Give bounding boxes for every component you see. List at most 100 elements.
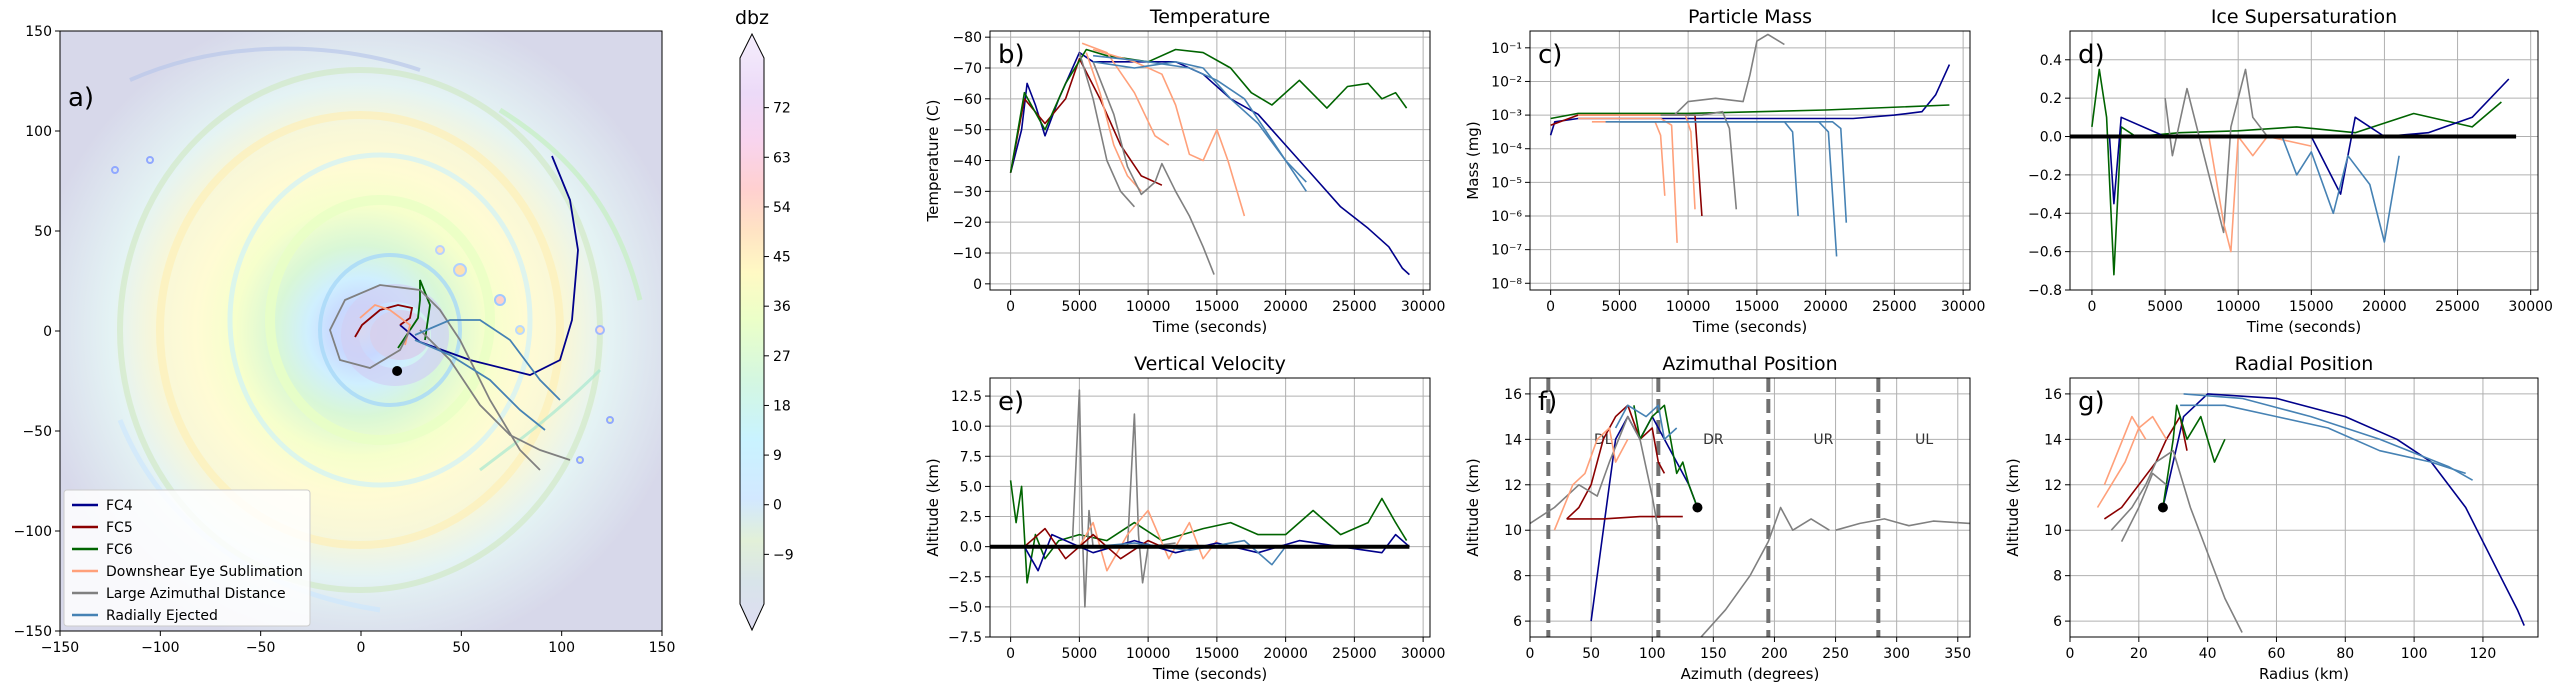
panel-b: 0 5000 10000 15000 20000 25000 30000 −80 −70 −60 −… [924, 6, 1445, 336]
y-tick-label: 10⁻⁵ [1491, 175, 1522, 191]
x-tick-label: 5000 [1062, 646, 1098, 662]
panel-title: Particle Mass [1688, 6, 1812, 28]
y-tick-label: −0.8 [2028, 283, 2062, 299]
series-line [1633, 404, 1699, 508]
y-tick-label: 6 [1513, 614, 1522, 630]
y-tick-label: −0.4 [2028, 206, 2062, 222]
x-tick-label: 20000 [2362, 299, 2407, 315]
x-tick-label: 350 [1944, 646, 1971, 662]
x-tick-label: 5000 [2147, 299, 2183, 315]
x-tick-label: 25000 [1872, 299, 1917, 315]
reflectivity-texture [111, 46, 643, 613]
start-marker [2157, 502, 2168, 513]
start-marker [392, 366, 403, 376]
colorbar-tick-label: 45 [773, 250, 791, 266]
series-line [1619, 121, 1848, 223]
series-line [1023, 527, 1163, 560]
x-tick-label: 10000 [2216, 299, 2261, 315]
y-tick-label: −0.2 [2028, 168, 2062, 184]
x-axis-label: Time (seconds) [1152, 318, 1268, 336]
y-tick-label: 8 [2053, 569, 2062, 585]
x-tick-label: 15000 [1195, 646, 1240, 662]
region-label-dr: DR [1703, 432, 1724, 448]
y-tick-label: −80 [952, 30, 982, 46]
y-axis-label: Temperature (C) [924, 100, 942, 223]
y-tick-label: 10 [2044, 523, 2062, 539]
series-line [1566, 404, 1666, 520]
legend-fc5: FC5 [106, 520, 133, 536]
series-group [1530, 404, 1970, 637]
series-line [1578, 114, 1696, 210]
x-tick-label: 60 [2268, 646, 2286, 662]
panel-title: Ice Supersaturation [2211, 6, 2397, 28]
series-line [1009, 57, 1163, 186]
y-tick-label: 16 [1504, 387, 1522, 403]
x-tick-label: 150 [1700, 646, 1727, 662]
panel-label-c: c) [1538, 40, 1562, 70]
x-tick-label: 200 [1761, 646, 1788, 662]
track-fc4 [399, 155, 579, 376]
y-tick-label: 10⁻³ [1491, 108, 1522, 124]
x-tick-label: 5000 [1062, 299, 1098, 315]
series-line [1835, 518, 1970, 531]
y-axis-label: Mass (mg) [1464, 121, 1482, 199]
series-line [1078, 52, 1135, 208]
series-line [2110, 449, 2243, 633]
panel-c: 0 5000 10000 15000 20000 25000 30000 10⁻⁸ 10⁻⁷ 10… [1464, 6, 1985, 336]
y-tick-label: 10⁻² [1491, 74, 1522, 90]
panel-title: Azimuthal Position [1662, 353, 1837, 375]
panel-label-f: f) [1538, 387, 1557, 417]
x-tick-label: 10000 [1666, 299, 1711, 315]
series-line [2281, 136, 2400, 243]
series-line [1566, 515, 1683, 520]
y-tick-label: 50 [34, 224, 52, 240]
y-tick-label: −70 [952, 61, 982, 77]
colorbar-label: dbz [735, 7, 769, 29]
y-tick-label: 10⁻⁸ [1491, 276, 1522, 292]
legend-fc6: FC6 [106, 542, 133, 558]
y-tick-label: 6 [2053, 614, 2062, 630]
y-tick-label: −60 [952, 92, 982, 108]
y-tick-label: 16 [2044, 387, 2062, 403]
panel-title: Vertical Velocity [1134, 353, 1286, 375]
series-line [1081, 42, 1170, 146]
series-group [1549, 33, 1951, 257]
y-tick-label: 100 [25, 124, 52, 140]
x-tick-label: 0 [1006, 646, 1015, 662]
panel-title: Temperature [1149, 6, 1270, 28]
series-line [1614, 404, 1678, 441]
legend-large-azimuthal: Large Azimuthal Distance [106, 586, 286, 602]
track-fc5 [354, 304, 414, 338]
x-tick-label: 0 [357, 640, 366, 656]
plot-area [1530, 31, 1970, 290]
panel-label-g: g) [2078, 387, 2105, 417]
colorbar-tick-label: −9 [773, 547, 794, 563]
y-tick-label: −5.0 [948, 600, 982, 616]
x-tick-label: 0 [1546, 299, 1555, 315]
plot-area [2070, 31, 2538, 290]
legend-radially-ejected: Radially Ejected [106, 608, 218, 624]
panel-label-b: b) [998, 40, 1025, 70]
y-axis-label: Altitude (km) [2004, 458, 2022, 556]
legend-a: FC4 FC5 FC6 Downshear Eye Sublimation La… [63, 489, 311, 627]
x-tick-label: 10000 [1126, 299, 1171, 315]
x-tick-label: 0 [2087, 299, 2096, 315]
series-line [2103, 415, 2147, 486]
y-tick-label: 12.5 [951, 389, 982, 405]
panel-g: 0 20 40 60 80 100 120 6 8 10 12 14 16 Radial Position… [2004, 353, 2539, 683]
panel-e: 0 5000 10000 15000 20000 25000 30000 −7.5 −5.0 −2… [924, 353, 1445, 683]
x-tick-label: 15000 [2289, 299, 2334, 315]
colorbar-bar [739, 32, 765, 632]
series-group [1009, 42, 1410, 276]
y-axis-label: Altitude (km) [924, 458, 942, 556]
series-line [1023, 533, 1410, 572]
colorbar-tick-label: 27 [773, 349, 791, 365]
y-tick-label: −20 [952, 215, 982, 231]
x-tick-label: 50 [452, 640, 470, 656]
series-line [2091, 68, 2502, 276]
panel-label-e: e) [998, 387, 1024, 417]
x-tick-label: 15000 [1195, 299, 1240, 315]
y-tick-label: 0.0 [2040, 130, 2062, 146]
x-tick-label: 20 [2130, 646, 2148, 662]
